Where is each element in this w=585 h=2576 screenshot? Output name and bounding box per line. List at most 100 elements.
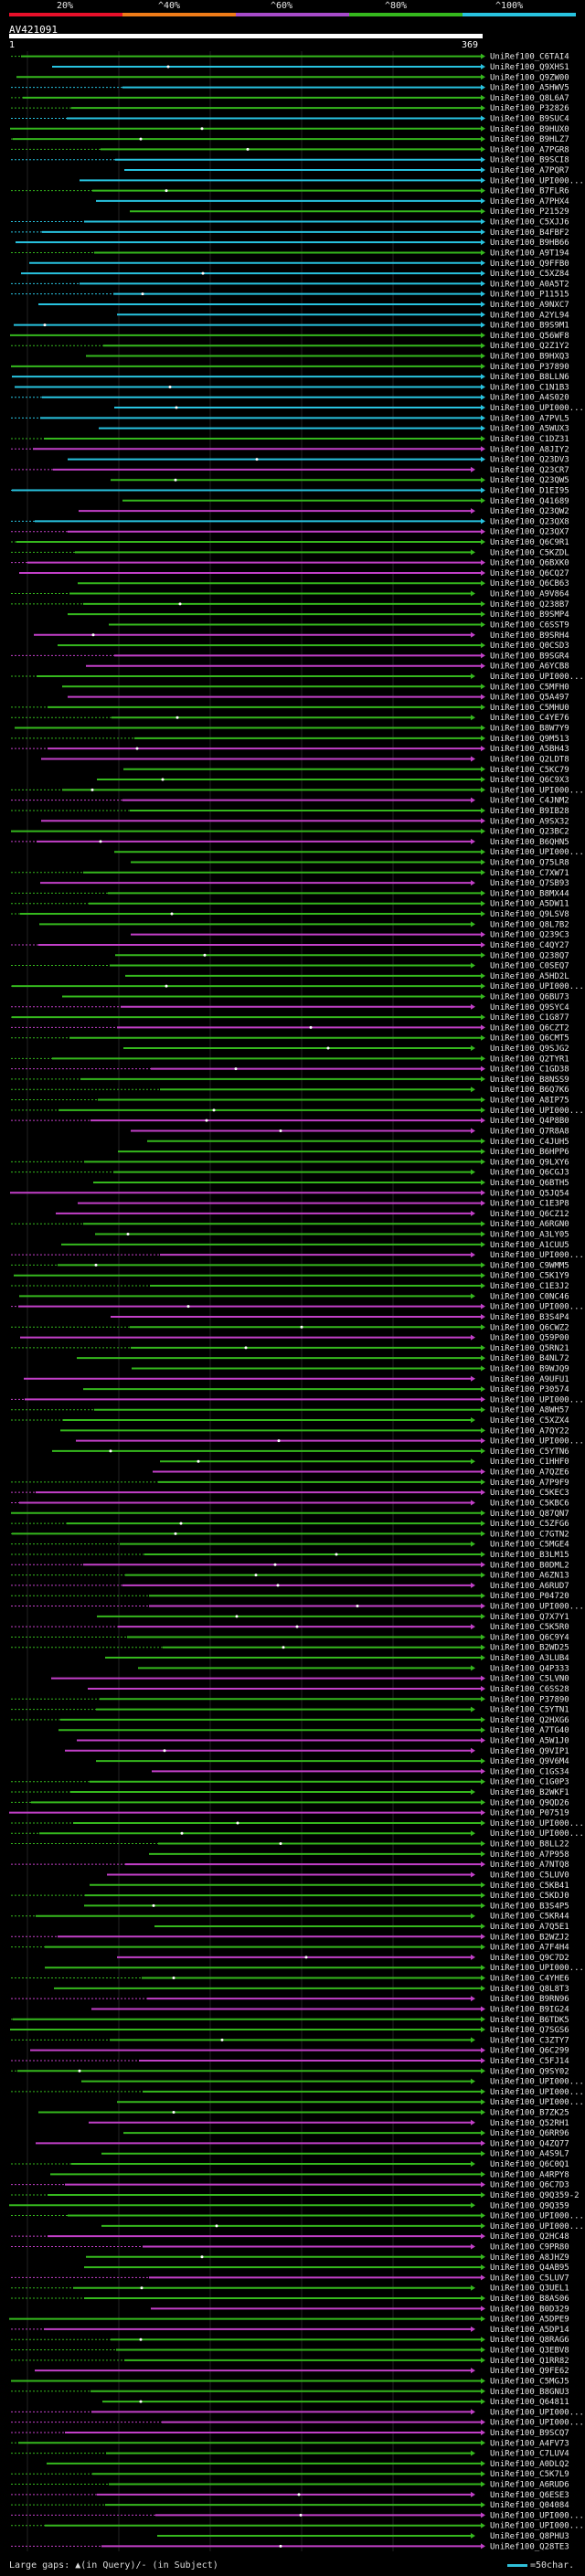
hit-label[interactable]: UniRef100_Q5RN21: [490, 1344, 569, 1353]
hit-label[interactable]: UniRef100_D1EI95: [490, 486, 569, 495]
hit-label[interactable]: UniRef100_Q9M513: [490, 735, 569, 744]
hit-label[interactable]: UniRef100_A5BH43: [490, 745, 569, 754]
hit-label[interactable]: UniRef100_A7PQR7: [490, 166, 569, 175]
hit-label[interactable]: UniRef100_UPI000...: [490, 1964, 584, 1973]
hit-label[interactable]: UniRef100_Q4AB95: [490, 2263, 569, 2273]
hit-label[interactable]: UniRef100_Q9C7D2: [490, 1954, 569, 1963]
hit-label[interactable]: UniRef100_A5DW11: [490, 900, 569, 909]
hit-label[interactable]: UniRef100_B4FBF2: [490, 228, 569, 238]
hit-label[interactable]: UniRef100_Q6C9Y4: [490, 1633, 569, 1642]
hit-label[interactable]: UniRef100_UPI000...: [490, 2522, 584, 2531]
hit-label[interactable]: UniRef100_C5KB41: [490, 1882, 569, 1891]
hit-label[interactable]: UniRef100_Q9Q359-2: [490, 2191, 580, 2200]
hit-label[interactable]: UniRef100_C5ZFG6: [490, 1520, 569, 1529]
hit-label[interactable]: UniRef100_C9PR80: [490, 2242, 569, 2252]
hit-label[interactable]: UniRef100_C1E3P8: [490, 1200, 569, 1209]
hit-label[interactable]: UniRef100_C5XZX4: [490, 1416, 569, 1426]
hit-label[interactable]: UniRef100_A4RPY8: [490, 2170, 569, 2179]
hit-label[interactable]: UniRef100_B9HLZ7: [490, 135, 569, 144]
hit-label[interactable]: UniRef100_UPI000...: [490, 1107, 584, 1116]
hit-label[interactable]: UniRef100_UPI000...: [490, 1829, 584, 1839]
hit-label[interactable]: UniRef100_A5DPE9: [490, 2316, 569, 2325]
hit-label[interactable]: UniRef100_P11515: [490, 291, 569, 300]
hit-label[interactable]: UniRef100_Q87QN7: [490, 1510, 569, 1519]
hit-label[interactable]: UniRef100_B8LLN6: [490, 373, 569, 382]
hit-label[interactable]: UniRef100_Q9FE62: [490, 2367, 569, 2376]
hit-label[interactable]: UniRef100_Q8PHU3: [490, 2532, 569, 2541]
hit-label[interactable]: UniRef100_P07519: [490, 1809, 569, 1818]
hit-label[interactable]: UniRef100_C5MGJ5: [490, 2377, 569, 2386]
hit-label[interactable]: UniRef100_A6YCB8: [490, 663, 569, 672]
hit-label[interactable]: UniRef100_Q41689: [490, 497, 569, 506]
hit-label[interactable]: UniRef100_P30574: [490, 1385, 569, 1394]
hit-label[interactable]: UniRef100_B8W7Y9: [490, 725, 569, 734]
hit-label[interactable]: UniRef100_B6HPP6: [490, 1148, 569, 1157]
hit-label[interactable]: UniRef100_Q9ZW00: [490, 73, 569, 82]
hit-label[interactable]: UniRef100_B0D329: [490, 2305, 569, 2314]
hit-label[interactable]: UniRef100_Q6C7D3: [490, 2181, 569, 2190]
hit-label[interactable]: UniRef100_Q23DV3: [490, 456, 569, 465]
hit-label[interactable]: UniRef100_Q6C9R1: [490, 538, 569, 547]
hit-label[interactable]: UniRef100_A5HD2L: [490, 972, 569, 981]
hit-label[interactable]: UniRef100_A2YL94: [490, 311, 569, 320]
hit-label[interactable]: UniRef100_B7FLR6: [490, 187, 569, 196]
hit-label[interactable]: UniRef100_C6TAI4: [490, 53, 569, 62]
hit-label[interactable]: UniRef100_Q6CWZ2: [490, 1323, 569, 1332]
hit-label[interactable]: UniRef100_Q238Q7: [490, 951, 569, 960]
hit-label[interactable]: UniRef100_A9UFU1: [490, 1375, 569, 1384]
hit-label[interactable]: UniRef100_Q23QX7: [490, 528, 569, 537]
hit-label[interactable]: UniRef100_A7QY22: [490, 1426, 569, 1436]
hit-label[interactable]: UniRef100_P32826: [490, 104, 569, 113]
hit-label[interactable]: UniRef100_A8JIY2: [490, 445, 569, 454]
hit-label[interactable]: UniRef100_A7NTQ8: [490, 1860, 569, 1870]
hit-label[interactable]: UniRef100_Q0CSD3: [490, 641, 569, 651]
hit-label[interactable]: UniRef100_C5FJ14: [490, 2057, 569, 2066]
hit-label[interactable]: UniRef100_UPI000...: [490, 2511, 584, 2520]
hit-label[interactable]: UniRef100_A9T194: [490, 249, 569, 258]
hit-label[interactable]: UniRef100_C7LUV4: [490, 2450, 569, 2459]
hit-label[interactable]: UniRef100_B9IG24: [490, 2005, 569, 2014]
hit-label[interactable]: UniRef100_C1GS34: [490, 1767, 569, 1776]
hit-label[interactable]: UniRef100_B9SRH4: [490, 631, 569, 641]
hit-label[interactable]: UniRef100_Q9Q359: [490, 2201, 569, 2210]
hit-label[interactable]: UniRef100_Q7X7Y1: [490, 1613, 569, 1622]
hit-label[interactable]: UniRef100_Q5A497: [490, 694, 569, 703]
hit-label[interactable]: UniRef100_Q3EBV8: [490, 2347, 569, 2356]
hit-label[interactable]: UniRef100_Q2HC48: [490, 2232, 569, 2242]
hit-label[interactable]: UniRef100_C1HHF0: [490, 1458, 569, 1467]
hit-label[interactable]: UniRef100_Q6CGJ3: [490, 1169, 569, 1178]
hit-label[interactable]: UniRef100_UPI000...: [490, 2212, 584, 2221]
hit-label[interactable]: UniRef100_UPI000...: [490, 404, 584, 413]
hit-label[interactable]: UniRef100_B0DML2: [490, 1561, 569, 1570]
hit-label[interactable]: UniRef100_A4S9L7: [490, 2150, 569, 2159]
hit-label[interactable]: UniRef100_Q6CMT5: [490, 1034, 569, 1044]
hit-label[interactable]: UniRef100_Q1RR82: [490, 2357, 569, 2366]
hit-label[interactable]: UniRef100_B8LL22: [490, 1840, 569, 1850]
hit-label[interactable]: UniRef100_A3LUB4: [490, 1654, 569, 1663]
hit-label[interactable]: UniRef100_Q9VIP1: [490, 1747, 569, 1756]
hit-label[interactable]: UniRef100_Q6BTH5: [490, 1179, 569, 1188]
hit-label[interactable]: UniRef100_C5LUV7: [490, 2274, 569, 2283]
hit-label[interactable]: UniRef100_UPI000...: [490, 1303, 584, 1312]
hit-label[interactable]: UniRef100_C1DZ31: [490, 435, 569, 444]
hit-label[interactable]: UniRef100_Q4P8B0: [490, 1117, 569, 1126]
hit-label[interactable]: UniRef100_C5MFH0: [490, 683, 569, 692]
hit-label[interactable]: UniRef100_C5LUV0: [490, 1871, 569, 1880]
hit-label[interactable]: UniRef100_C5YTN1: [490, 1706, 569, 1715]
hit-label[interactable]: UniRef100_B8MX44: [490, 889, 569, 898]
hit-label[interactable]: UniRef100_A7PHX4: [490, 197, 569, 207]
hit-label[interactable]: UniRef100_UPI000...: [490, 786, 584, 795]
hit-label[interactable]: UniRef100_Q8L7B2: [490, 920, 569, 929]
hit-label[interactable]: UniRef100_P37890: [490, 1695, 569, 1704]
hit-label[interactable]: UniRef100_A8JHZ9: [490, 2253, 569, 2263]
hit-label[interactable]: UniRef100_A7P9F9: [490, 1479, 569, 1488]
hit-label[interactable]: UniRef100_Q9V6M4: [490, 1757, 569, 1766]
hit-label[interactable]: UniRef100_Q23BC2: [490, 828, 569, 837]
hit-label[interactable]: UniRef100_A9SX32: [490, 817, 569, 826]
hit-label[interactable]: UniRef100_C1N1B3: [490, 383, 569, 392]
hit-label[interactable]: UniRef100_Q6C9X3: [490, 776, 569, 785]
hit-label[interactable]: UniRef100_Q64811: [490, 2398, 569, 2407]
hit-label[interactable]: UniRef100_Q8L6A7: [490, 94, 569, 103]
hit-label[interactable]: UniRef100_B9SGR4: [490, 652, 569, 661]
hit-label[interactable]: UniRef100_A3LY05: [490, 1231, 569, 1240]
